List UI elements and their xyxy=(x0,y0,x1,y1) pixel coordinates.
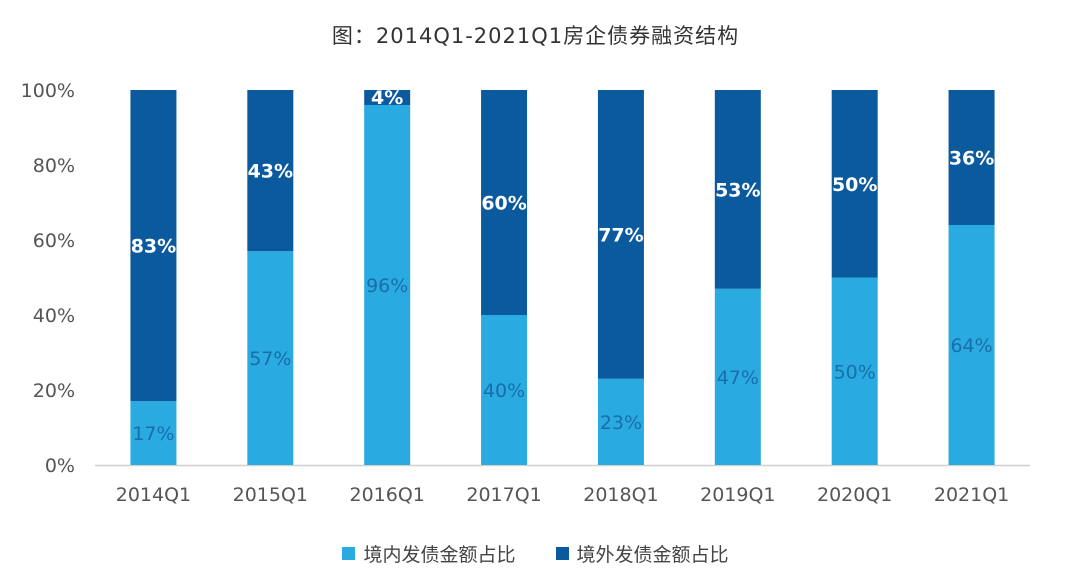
x-tick-label: 2018Q1 xyxy=(583,484,658,506)
data-label-overseas: 77% xyxy=(598,224,643,246)
bar-domestic xyxy=(597,378,644,465)
bar-domestic xyxy=(364,105,411,465)
legend: 境内发债金额占比 境外发债金额占比 xyxy=(0,540,1071,567)
x-tick-label: 2016Q1 xyxy=(349,484,424,506)
data-label-domestic: 64% xyxy=(950,335,992,357)
bar-overseas xyxy=(831,90,878,278)
chart-title: 图：2014Q1-2021Q1房企债券融资结构 xyxy=(331,24,740,48)
y-tick-label: 0% xyxy=(45,455,75,477)
x-tick-label: 2020Q1 xyxy=(817,484,892,506)
legend-label-overseas: 境外发债金额占比 xyxy=(576,544,729,566)
data-label-domestic: 57% xyxy=(249,348,291,370)
bar-overseas xyxy=(948,90,995,225)
bar-domestic xyxy=(247,251,294,465)
data-label-overseas: 60% xyxy=(481,193,526,215)
data-label-domestic: 96% xyxy=(366,275,408,297)
bar-overseas xyxy=(481,90,528,315)
data-label-overseas: 43% xyxy=(248,161,293,183)
data-label-overseas: 36% xyxy=(949,148,994,170)
data-label-domestic: 50% xyxy=(834,361,876,383)
y-tick-label: 100% xyxy=(21,80,75,102)
data-label-domestic: 47% xyxy=(717,367,759,389)
legend-item-domestic: 境内发债金额占比 xyxy=(342,540,516,567)
bar-overseas xyxy=(130,90,177,402)
bar-domestic xyxy=(130,401,177,465)
stacked-bar-chart: 0% 20% 40% 60% 80% 100% 17% 83% 2014Q1 57% 43% 2015… xyxy=(21,80,1030,506)
bar-overseas xyxy=(714,90,761,289)
x-tick-label: 2021Q1 xyxy=(934,484,1009,506)
data-label-overseas: 4% xyxy=(371,87,403,109)
data-label-domestic: 17% xyxy=(132,423,174,445)
bar-domestic xyxy=(948,225,995,465)
data-label-overseas: 50% xyxy=(832,174,877,196)
bar-domestic xyxy=(481,315,528,465)
bar-domestic xyxy=(714,288,761,465)
x-tick-label: 2017Q1 xyxy=(466,484,541,506)
legend-swatch-domestic xyxy=(342,547,356,560)
x-tick-label: 2014Q1 xyxy=(116,484,191,506)
legend-swatch-overseas xyxy=(555,547,569,560)
y-tick-label: 80% xyxy=(33,155,75,177)
data-label-domestic: 40% xyxy=(483,380,525,402)
y-tick-label: 40% xyxy=(33,305,75,327)
data-label-overseas: 53% xyxy=(715,179,760,201)
y-tick-label: 20% xyxy=(33,380,75,402)
bar-overseas xyxy=(247,90,294,252)
y-tick-label: 60% xyxy=(33,230,75,252)
data-label-overseas: 83% xyxy=(131,236,176,258)
bar-domestic xyxy=(831,277,878,465)
legend-label-domestic: 境内发债金额占比 xyxy=(363,544,516,566)
bar-overseas xyxy=(597,90,644,379)
x-tick-label: 2015Q1 xyxy=(233,484,308,506)
legend-item-overseas: 境外发债金额占比 xyxy=(555,540,729,567)
bar-overseas xyxy=(364,90,411,105)
x-tick-label: 2019Q1 xyxy=(700,484,775,506)
data-label-domestic: 23% xyxy=(600,412,642,434)
